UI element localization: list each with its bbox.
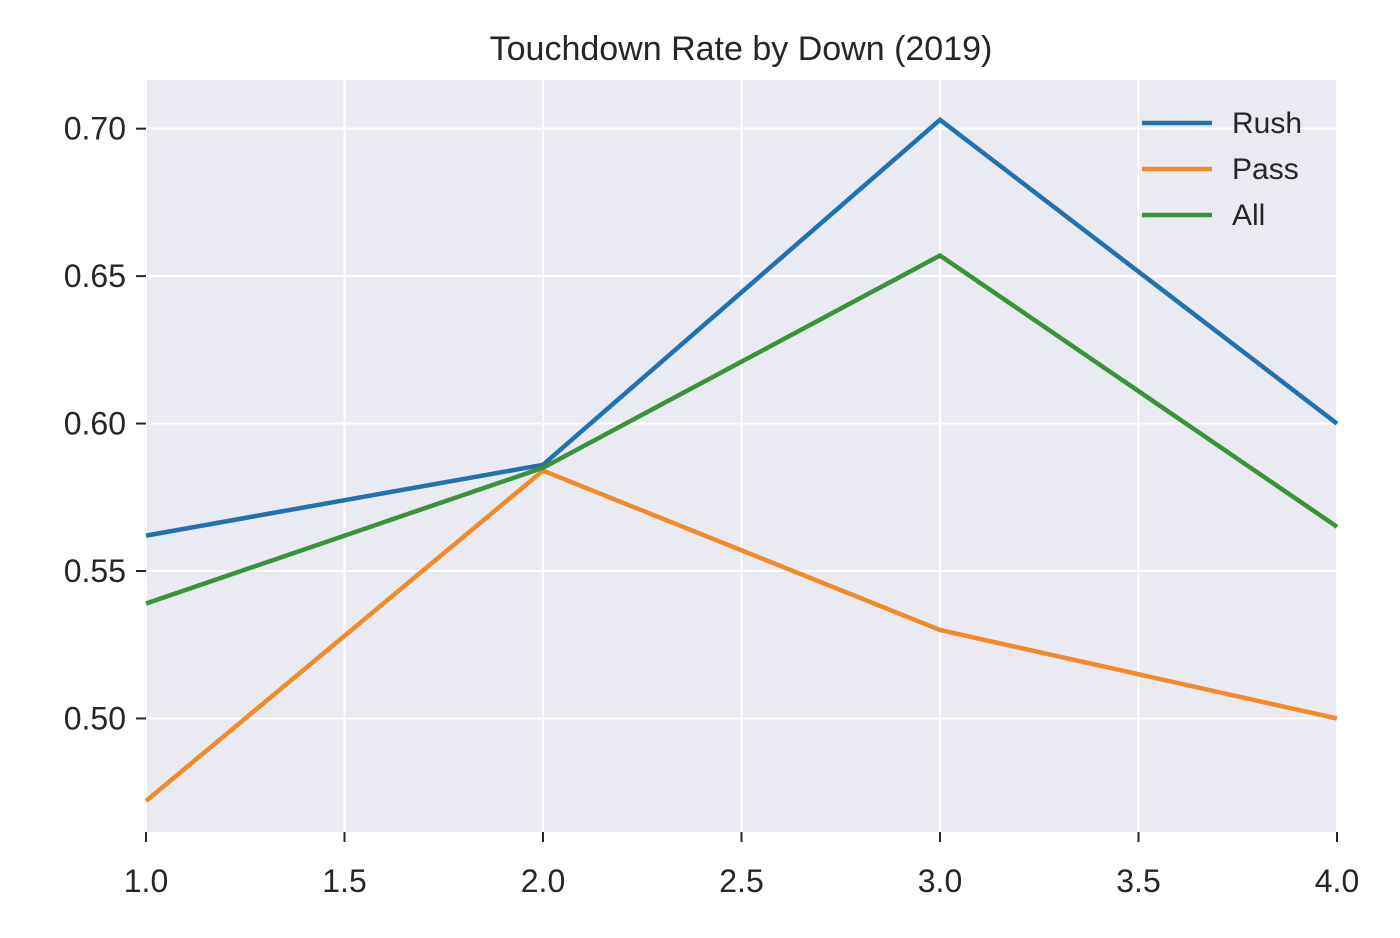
y-tick-label: 0.60 — [64, 406, 126, 442]
x-tick-label: 3.0 — [918, 863, 962, 899]
x-tick-label: 3.5 — [1116, 863, 1160, 899]
chart-title: Touchdown Rate by Down (2019) — [490, 30, 993, 68]
y-tick-label: 0.70 — [64, 111, 126, 147]
x-tick-label: 1.0 — [124, 863, 168, 899]
y-tick-label: 0.65 — [64, 258, 126, 294]
series-lines — [144, 116, 1339, 803]
series-line-rush — [145, 116, 1339, 538]
y-axis: 0.50 0.55 0.60 0.65 0.70 — [64, 111, 146, 736]
x-tick-label: 2.5 — [719, 863, 763, 899]
legend-label-all: All — [1232, 199, 1265, 232]
legend-label-pass: Pass — [1232, 153, 1299, 186]
x-axis: 1.0 1.5 2.0 2.5 3.0 3.5 4.0 — [124, 832, 1359, 899]
legend-label-rush: Rush — [1232, 107, 1302, 140]
x-tick-label: 1.5 — [322, 863, 366, 899]
x-tick-label: 4.0 — [1315, 863, 1359, 899]
grid-lines — [145, 80, 1338, 832]
series-line-all — [145, 252, 1339, 606]
series-line-pass — [144, 468, 1338, 803]
y-tick-label: 0.55 — [64, 553, 126, 589]
legend: Rush Pass All — [1142, 107, 1302, 232]
y-tick-label: 0.50 — [64, 700, 126, 736]
x-tick-label: 2.0 — [521, 863, 565, 899]
